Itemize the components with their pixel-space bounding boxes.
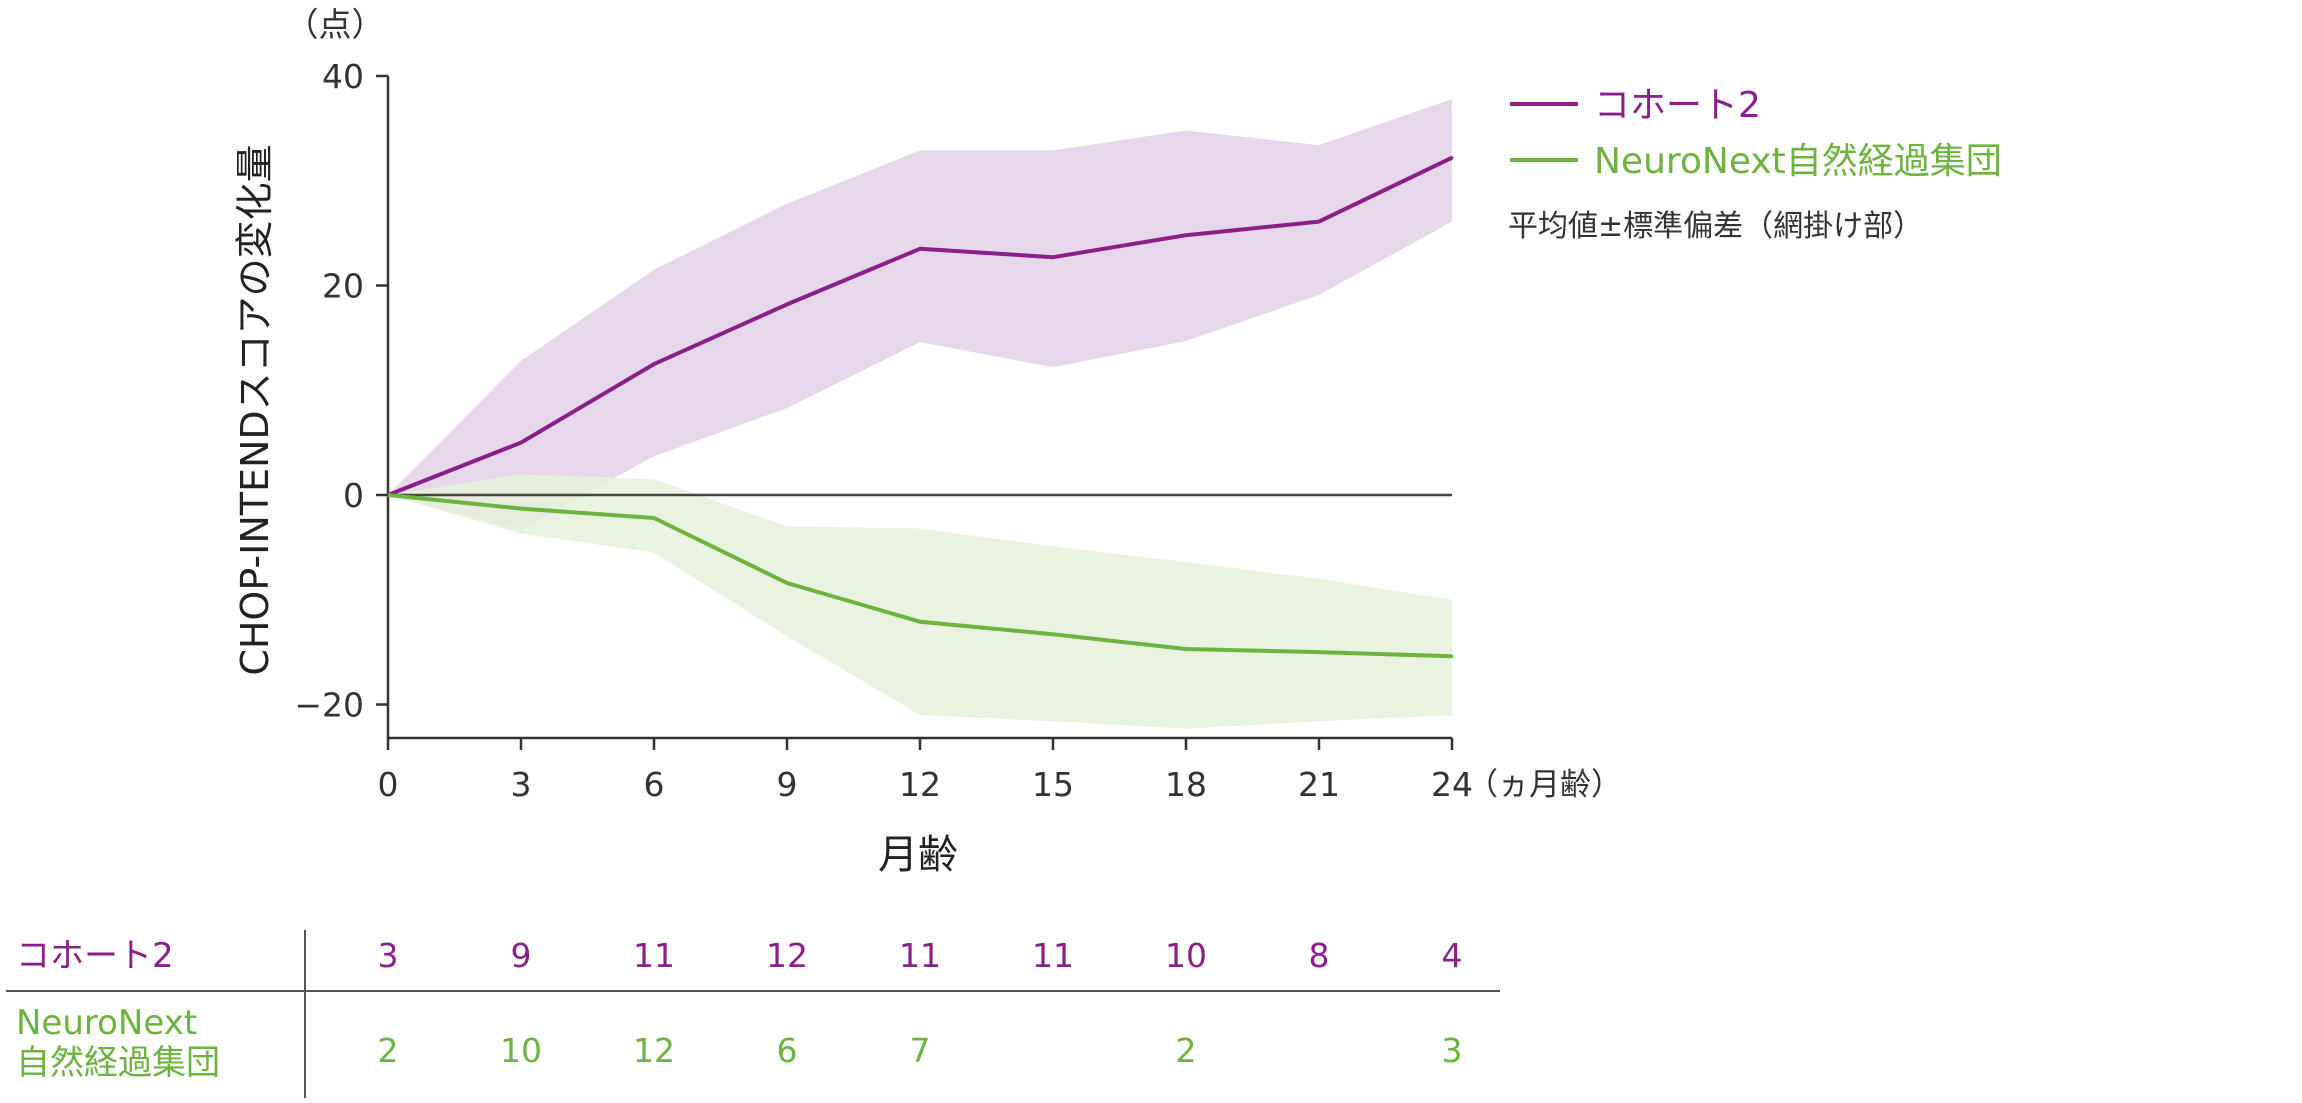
point-series-2-15 [1051, 632, 1055, 636]
point-series-1-3 [519, 441, 523, 445]
table-row-label: コホート2 [16, 936, 174, 976]
x-tick-label: 18 [1165, 765, 1207, 804]
confidence-bands [388, 99, 1452, 729]
x-tick-label: 21 [1298, 765, 1340, 804]
point-series-2-18 [1184, 647, 1188, 651]
point-series-1-6 [652, 362, 656, 366]
legend-label-2: NeuroNext自然経過集団 [1594, 141, 2002, 182]
x-tick-label: 12 [899, 765, 941, 804]
legend-note: 平均値±標準偏差（網掛け部） [1508, 209, 1923, 244]
x-tick-label: 24 [1431, 765, 1473, 804]
table-row-label: 自然経過集団 [16, 1043, 220, 1083]
y-ticks: 40 20 0 −20 [294, 57, 388, 725]
y-tick-label: 0 [343, 476, 364, 515]
table-cell: 10 [1165, 936, 1207, 975]
band-series-1 [388, 99, 1452, 530]
table-cell: 12 [766, 936, 808, 975]
band-series-2 [388, 474, 1452, 729]
point-series-1-21 [1317, 220, 1321, 224]
x-axis-label: 月齢 [878, 832, 958, 878]
y-tick-label: 20 [322, 267, 364, 306]
x-unit-label: （ヵ月齢） [1467, 767, 1622, 803]
point-series-1-15 [1051, 255, 1055, 259]
point-series-1-18 [1184, 233, 1188, 237]
x-tick-label: 15 [1032, 765, 1074, 804]
table-cell: 11 [1032, 936, 1074, 975]
legend-label-1: コホート2 [1594, 85, 1761, 126]
point-series-2-6 [652, 516, 656, 520]
x-tick-label: 3 [511, 765, 532, 804]
point-series-1-24 [1450, 156, 1454, 160]
point-series-1-12 [918, 247, 922, 251]
y-tick-label: −20 [294, 686, 364, 725]
table-row-label: NeuroNext [16, 1003, 197, 1043]
point-series-2-9 [785, 581, 789, 585]
point-series-2-24 [1450, 654, 1454, 658]
table-cell: 8 [1309, 936, 1330, 975]
table-cell: 11 [633, 936, 675, 975]
table-cell: 4 [1442, 936, 1463, 975]
table-cell: 12 [633, 1031, 675, 1070]
sample-size-table: コホート2 3 9 11 12 11 11 10 8 4 NeuroNext自然経過集団 2 10 12 6… [6, 930, 1500, 1098]
point-series-2-12 [918, 620, 922, 624]
point-series-2-3 [519, 507, 523, 511]
point-series-1-9 [785, 302, 789, 306]
y-unit-label: （点） [286, 5, 385, 44]
table-cell: 3 [1442, 1031, 1463, 1070]
x-ticks: 0 3 6 9 12 15 18 21 24 [378, 738, 1473, 804]
table-cell: 7 [910, 1031, 931, 1070]
series-lines [386, 155, 1454, 659]
x-tick-label: 0 [378, 765, 399, 804]
table-cell: 2 [1176, 1031, 1197, 1070]
table-cell: 2 [378, 1031, 399, 1070]
y-axis-label: CHOP-INTENDスコアの変化量 [233, 144, 277, 675]
x-tick-label: 6 [644, 765, 665, 804]
point-series-2-21 [1317, 650, 1321, 654]
table-cell: 6 [777, 1031, 798, 1070]
table-cell: 9 [511, 936, 532, 975]
table-cell: 3 [378, 936, 399, 975]
y-tick-label: 40 [322, 57, 364, 96]
table-cell: 10 [500, 1031, 542, 1070]
table-cell: 11 [899, 936, 941, 975]
x-tick-label: 9 [777, 765, 798, 804]
legend: コホート2 NeuroNext自然経過集団 [1510, 85, 2002, 182]
